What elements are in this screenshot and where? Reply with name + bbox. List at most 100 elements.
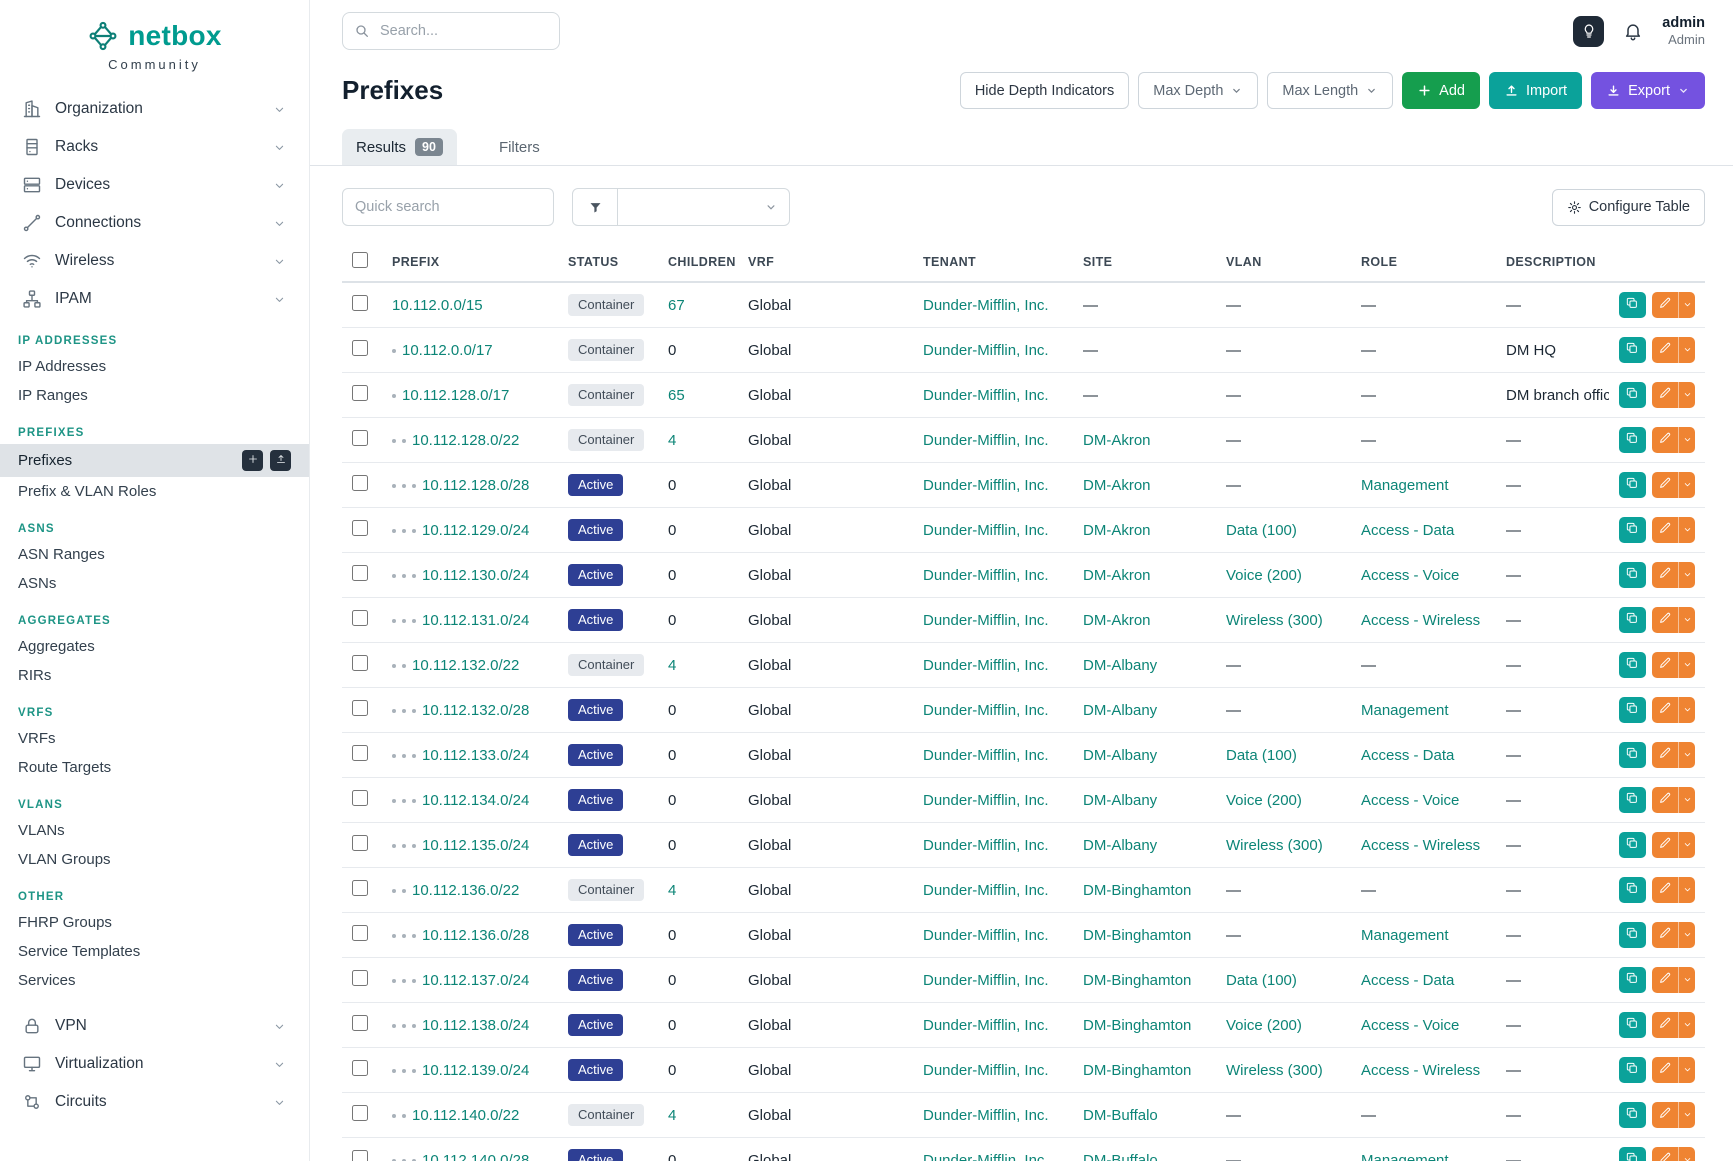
hide-depth-indicators-button[interactable]: Hide Depth Indicators: [959, 72, 1130, 109]
sidebar-item-ip-ranges[interactable]: IP Ranges: [0, 381, 309, 410]
export-dropdown[interactable]: Export: [1591, 72, 1705, 109]
edit-dropdown-caret[interactable]: [1678, 337, 1695, 363]
column-header-children[interactable]: CHILDREN: [658, 242, 738, 283]
copy-prefix-button[interactable]: [1619, 382, 1646, 408]
column-header-prefix[interactable]: PREFIX: [382, 242, 558, 283]
site-link[interactable]: DM-Akron: [1083, 611, 1151, 629]
vlan-link[interactable]: Wireless (300): [1226, 836, 1323, 854]
theme-toggle-button[interactable]: [1573, 15, 1605, 47]
sidebar-item-prefix-vlan-roles[interactable]: Prefix & VLAN Roles: [0, 477, 309, 506]
tenant-link[interactable]: Dunder-Mifflin, Inc.: [923, 881, 1049, 899]
sidebar-item-circuits[interactable]: Circuits: [0, 1083, 309, 1121]
tenant-link[interactable]: Dunder-Mifflin, Inc.: [923, 296, 1049, 314]
column-header-role[interactable]: ROLE: [1351, 242, 1496, 283]
row-checkbox[interactable]: [352, 1015, 368, 1031]
tenant-link[interactable]: Dunder-Mifflin, Inc.: [923, 656, 1049, 674]
role-link[interactable]: Access - Wireless: [1361, 611, 1481, 629]
tenant-link[interactable]: Dunder-Mifflin, Inc.: [923, 611, 1049, 629]
site-link[interactable]: DM-Akron: [1083, 431, 1151, 449]
tab-filters[interactable]: Filters: [498, 139, 540, 156]
edit-prefix-button[interactable]: [1651, 652, 1679, 678]
edit-prefix-button[interactable]: [1651, 697, 1679, 723]
tenant-link[interactable]: Dunder-Mifflin, Inc.: [923, 746, 1049, 764]
role-link[interactable]: Access - Wireless: [1361, 836, 1481, 854]
prefix-link[interactable]: 10.112.131.0/24: [422, 611, 530, 629]
edit-dropdown-caret[interactable]: [1678, 922, 1695, 948]
edit-prefix-button[interactable]: [1651, 967, 1679, 993]
site-link[interactable]: DM-Buffalo: [1083, 1106, 1158, 1124]
sidebar-item-virtualization[interactable]: Virtualization: [0, 1045, 309, 1083]
role-link[interactable]: Access - Voice: [1361, 791, 1460, 809]
vlan-link[interactable]: Data (100): [1226, 746, 1297, 764]
vlan-link[interactable]: Data (100): [1226, 971, 1297, 989]
column-header-site[interactable]: SITE: [1073, 242, 1216, 283]
edit-prefix-button[interactable]: [1651, 517, 1679, 543]
children-count-link[interactable]: 67: [668, 296, 685, 314]
role-link[interactable]: Access - Data: [1361, 521, 1455, 539]
copy-prefix-button[interactable]: [1619, 1057, 1646, 1083]
copy-prefix-button[interactable]: [1619, 1012, 1646, 1038]
edit-dropdown-caret[interactable]: [1678, 1057, 1695, 1083]
role-link[interactable]: Management: [1361, 926, 1449, 944]
edit-prefix-button[interactable]: [1651, 1147, 1679, 1161]
prefix-link[interactable]: 10.112.128.0/28: [422, 476, 530, 494]
edit-dropdown-caret[interactable]: [1678, 607, 1695, 633]
quick-add-button[interactable]: [242, 450, 263, 471]
column-header-tenant[interactable]: TENANT: [913, 242, 1073, 283]
sidebar-item-organization[interactable]: Organization: [0, 90, 309, 128]
children-count-link[interactable]: 4: [668, 656, 677, 674]
edit-prefix-button[interactable]: [1651, 832, 1679, 858]
notifications-button[interactable]: [1620, 18, 1646, 44]
edit-dropdown-caret[interactable]: [1678, 652, 1695, 678]
site-link[interactable]: DM-Akron: [1083, 566, 1151, 584]
sidebar-item-fhrp-groups[interactable]: FHRP Groups: [0, 908, 309, 937]
sidebar-item-aggregates[interactable]: Aggregates: [0, 632, 309, 661]
copy-prefix-button[interactable]: [1619, 1147, 1646, 1161]
role-link[interactable]: Access - Wireless: [1361, 1061, 1481, 1079]
sidebar-item-service-templates[interactable]: Service Templates: [0, 937, 309, 966]
row-checkbox[interactable]: [352, 340, 368, 356]
sidebar-item-asn-ranges[interactable]: ASN Ranges: [0, 540, 309, 569]
copy-prefix-button[interactable]: [1619, 877, 1646, 903]
column-header-status[interactable]: STATUS: [558, 242, 658, 283]
edit-prefix-button[interactable]: [1651, 787, 1679, 813]
prefix-link[interactable]: 10.112.136.0/28: [422, 926, 530, 944]
edit-prefix-button[interactable]: [1651, 1102, 1679, 1128]
site-link[interactable]: DM-Albany: [1083, 791, 1158, 809]
sidebar-item-connections[interactable]: Connections: [0, 204, 309, 242]
copy-prefix-button[interactable]: [1619, 787, 1646, 813]
saved-filter-select[interactable]: [618, 188, 790, 226]
edit-dropdown-caret[interactable]: [1678, 742, 1695, 768]
children-count-link[interactable]: 4: [668, 881, 677, 899]
copy-prefix-button[interactable]: [1619, 1102, 1646, 1128]
prefix-link[interactable]: 10.112.133.0/24: [422, 746, 530, 764]
site-link[interactable]: DM-Akron: [1083, 476, 1151, 494]
vlan-link[interactable]: Voice (200): [1226, 1016, 1302, 1034]
edit-dropdown-caret[interactable]: [1678, 832, 1695, 858]
row-checkbox[interactable]: [352, 1060, 368, 1076]
row-checkbox[interactable]: [352, 430, 368, 446]
vlan-link[interactable]: Wireless (300): [1226, 611, 1323, 629]
edit-dropdown-caret[interactable]: [1678, 517, 1695, 543]
edit-prefix-button[interactable]: [1651, 1012, 1679, 1038]
edit-dropdown-caret[interactable]: [1678, 292, 1695, 318]
sidebar-item-prefixes[interactable]: Prefixes: [0, 444, 309, 477]
quick-import-button[interactable]: [270, 450, 291, 471]
user-menu[interactable]: admin Admin: [1662, 14, 1705, 48]
edit-dropdown-caret[interactable]: [1678, 967, 1695, 993]
row-checkbox[interactable]: [352, 925, 368, 941]
edit-dropdown-caret[interactable]: [1678, 697, 1695, 723]
copy-prefix-button[interactable]: [1619, 337, 1646, 363]
vlan-link[interactable]: Data (100): [1226, 521, 1297, 539]
tab-results[interactable]: Results 90: [342, 129, 457, 165]
prefix-link[interactable]: 10.112.139.0/24: [422, 1061, 530, 1079]
children-count-link[interactable]: 4: [668, 1106, 677, 1124]
edit-prefix-button[interactable]: [1651, 382, 1679, 408]
edit-dropdown-caret[interactable]: [1678, 787, 1695, 813]
max-depth-dropdown[interactable]: Max Depth: [1138, 72, 1259, 109]
role-link[interactable]: Management: [1361, 476, 1449, 494]
vlan-link[interactable]: Voice (200): [1226, 791, 1302, 809]
column-header-vrf[interactable]: VRF: [738, 242, 913, 283]
row-checkbox[interactable]: [352, 700, 368, 716]
copy-prefix-button[interactable]: [1619, 697, 1646, 723]
